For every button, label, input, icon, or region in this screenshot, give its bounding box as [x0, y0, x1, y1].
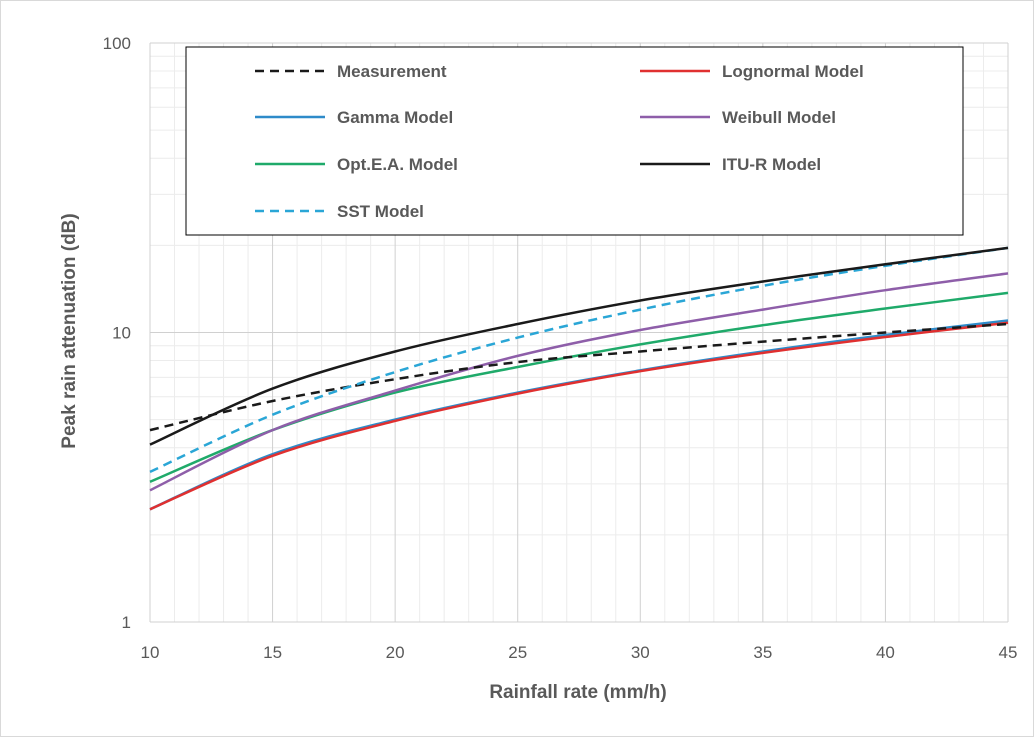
y-tick-label: 100 [103, 34, 131, 53]
x-tick-label: 30 [631, 643, 650, 662]
legend-label-itu-r-model: ITU-R Model [722, 155, 821, 174]
y-tick-label: 1 [122, 613, 131, 632]
series-line-gamma-model [149, 319, 1009, 511]
series-layer [149, 246, 1009, 511]
series-line-weibull-model [149, 272, 1009, 492]
legend-label-measurement: Measurement [337, 62, 447, 81]
x-tick-label: 15 [263, 643, 282, 662]
y-tick-label: 10 [112, 324, 131, 343]
y-axis-title: Peak rain attenuation (dB) [59, 213, 80, 448]
legend-label-opt-e-a-model: Opt.E.A. Model [337, 155, 458, 174]
legend-label-lognormal-model: Lognormal Model [722, 62, 864, 81]
x-tick-label: 10 [141, 643, 160, 662]
x-tick-labels: 10 15 20 25 30 35 40 45 [141, 643, 1018, 662]
series-line-itu-r-model [149, 246, 1009, 446]
x-tick-label: 20 [386, 643, 405, 662]
series-line-lognormal-model [149, 321, 1009, 511]
legend-box [185, 46, 964, 236]
legend: Measurement Lognormal Model Gamma Model Wei… [185, 46, 964, 236]
x-axis-title: Rainfall rate (mm/h) [489, 682, 666, 703]
x-tick-label: 25 [508, 643, 527, 662]
x-tick-label: 40 [876, 643, 895, 662]
legend-label-weibull-model: Weibull Model [722, 108, 836, 127]
y-tick-labels: 1 10 100 [103, 34, 131, 632]
x-tick-label: 45 [999, 643, 1018, 662]
legend-label-sst-model: SST Model [337, 202, 424, 221]
series-line-measurement [149, 322, 1009, 432]
x-tick-label: 35 [753, 643, 772, 662]
series-line-sst-model [149, 246, 1009, 474]
legend-label-gamma-model: Gamma Model [337, 108, 453, 127]
